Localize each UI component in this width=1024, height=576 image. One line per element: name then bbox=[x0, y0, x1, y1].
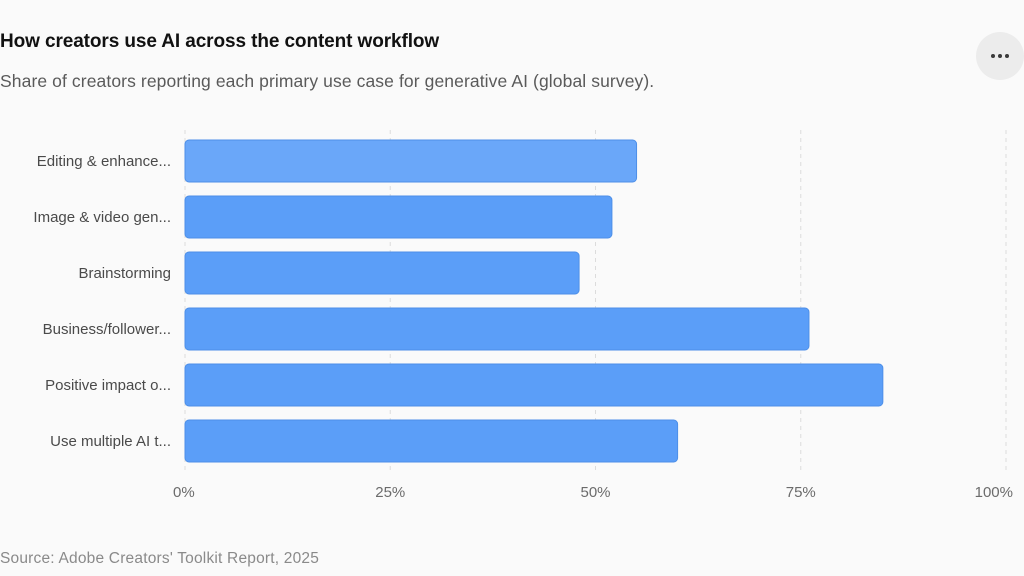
category-labels: Editing & enhance... Image & video gen...… bbox=[33, 153, 171, 450]
x-tick-label: 75% bbox=[786, 484, 816, 501]
category-label: Brainstorming bbox=[78, 265, 171, 282]
bar[interactable] bbox=[184, 307, 810, 351]
chart-title: How creators use AI across the content w… bbox=[0, 31, 440, 52]
bar[interactable] bbox=[184, 419, 679, 463]
category-label: Image & video gen... bbox=[33, 209, 171, 226]
bar[interactable] bbox=[184, 363, 884, 407]
bar-chart: Editing & enhance... Image & video gen...… bbox=[33, 130, 1013, 501]
category-label: Business/follower... bbox=[43, 321, 171, 338]
x-tick-label: 100% bbox=[975, 484, 1013, 501]
source-note: Source: Adobe Creators' Toolkit Report, … bbox=[0, 550, 320, 567]
x-tick-label: 50% bbox=[580, 484, 610, 501]
chart-subtitle: Share of creators reporting each primary… bbox=[0, 71, 655, 91]
x-tick-label: 0% bbox=[173, 484, 195, 501]
category-label: Editing & enhance... bbox=[37, 153, 171, 170]
bar[interactable] bbox=[184, 251, 580, 295]
category-label: Use multiple AI t... bbox=[50, 433, 171, 450]
bars bbox=[184, 139, 884, 463]
x-tick-labels: 0% 25% 50% 75% 100% bbox=[173, 484, 1013, 501]
grid-lines bbox=[184, 130, 1007, 470]
category-label: Positive impact o... bbox=[45, 377, 171, 394]
bar[interactable] bbox=[184, 139, 638, 183]
x-tick-label: 25% bbox=[375, 484, 405, 501]
more-options-button[interactable] bbox=[976, 32, 1024, 80]
more-horizontal-icon bbox=[991, 54, 1009, 58]
bar[interactable] bbox=[184, 195, 613, 239]
